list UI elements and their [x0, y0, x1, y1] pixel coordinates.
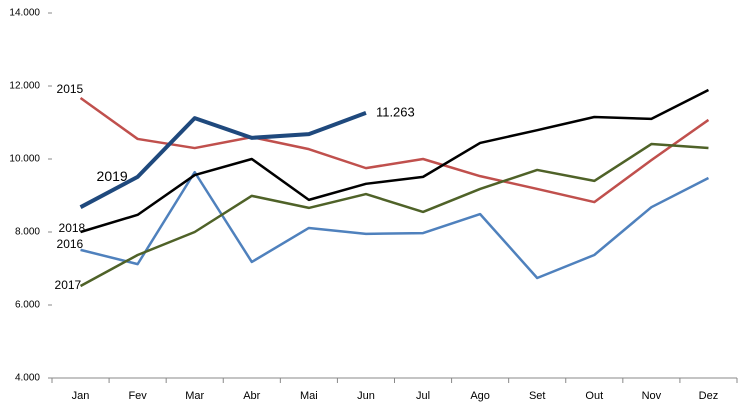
x-tick-label: Dez [699, 390, 719, 402]
y-tick-label: 10.000 [9, 154, 40, 165]
y-tick-label: 4.000 [15, 373, 40, 384]
y-tick-label: 6.000 [15, 300, 40, 311]
series-label: 2019 [97, 168, 128, 184]
series-line [79, 142, 709, 288]
x-tick-label: Abr [243, 390, 260, 402]
series-line [79, 97, 710, 204]
series-label: 2017 [55, 278, 82, 292]
x-tick-label: Ago [470, 390, 490, 402]
series-label: 2016 [57, 237, 84, 251]
y-tick-label: 12.000 [9, 81, 40, 92]
series-label: 2018 [59, 221, 86, 235]
x-tick-label: Out [585, 390, 603, 402]
x-tick-label: Mai [300, 390, 318, 402]
series-label: 2015 [57, 82, 84, 96]
series-line [80, 88, 710, 234]
y-tick-label: 14.000 [9, 8, 40, 19]
series-line [79, 111, 367, 209]
x-tick-label: Fev [128, 390, 147, 402]
x-tick-label: Nov [642, 390, 662, 402]
x-tick-label: Set [529, 390, 546, 402]
data-label: 11.263 [376, 104, 415, 119]
x-tick-label: Jul [416, 390, 430, 402]
series-line [80, 170, 710, 280]
x-tick-label: Mar [185, 390, 204, 402]
y-tick-label: 8.000 [15, 227, 40, 238]
x-tick-label: Jan [72, 390, 90, 402]
x-tick-label: Jun [357, 390, 375, 402]
